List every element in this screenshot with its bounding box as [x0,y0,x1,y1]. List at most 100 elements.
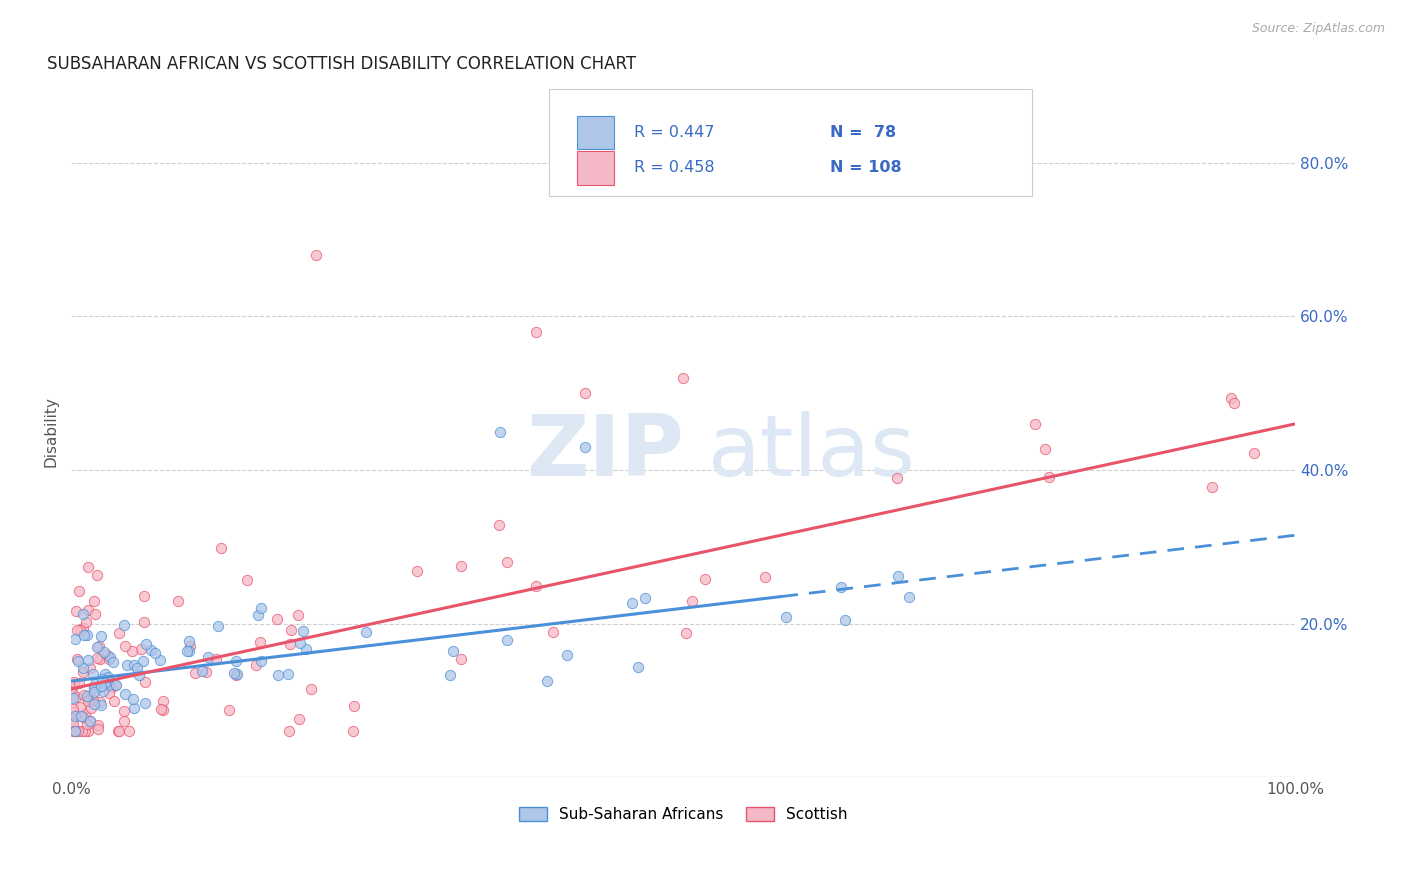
Point [166,594,188,608]
Point [67,654,90,668]
Point [97,686,120,700]
Text: atlas: atlas [707,410,915,494]
Point [63,632,86,646]
Point [195,665,218,680]
Point [127,661,149,675]
Point [225,654,247,668]
Point [176,644,198,658]
Point [67,676,90,690]
Point [496,555,519,569]
Point [887,569,910,583]
Point [70,724,93,739]
Point [132,654,155,668]
Point [280,623,302,637]
Point [77,694,100,708]
Point [100,680,122,694]
Point [86,640,108,655]
Point [73,688,96,702]
Point [98,651,121,665]
Point [524,579,547,593]
Y-axis label: Disability: Disability [44,396,58,467]
Point [93,645,115,659]
Point [574,386,596,401]
Point [83,697,105,711]
Point [754,570,776,584]
Point [65,604,87,618]
Point [72,710,94,724]
Point [97,670,120,684]
Point [83,681,105,696]
Point [91,672,114,686]
Point [82,667,104,681]
Point [299,681,322,696]
Point [82,686,104,700]
Point [65,690,87,705]
Point [139,643,162,657]
Point [76,724,98,739]
Point [191,665,214,679]
Point [134,675,156,690]
Point [439,668,461,682]
Point [775,609,797,624]
Point [77,560,100,574]
Point [288,636,311,650]
Point [70,709,93,723]
Point [107,724,129,739]
Point [76,628,98,642]
Point [86,567,108,582]
Text: SUBSAHARAN AFRICAN VS SCOTTISH DISABILITY CORRELATION CHART: SUBSAHARAN AFRICAN VS SCOTTISH DISABILIT… [46,55,636,73]
Text: R = 0.447: R = 0.447 [634,125,714,140]
Point [73,628,96,642]
Point [218,703,240,717]
Point [177,634,200,648]
Point [89,695,111,709]
Point [278,637,301,651]
Point [67,583,90,598]
FancyBboxPatch shape [548,89,1032,196]
Point [112,617,135,632]
Point [87,639,110,653]
Point [79,714,101,728]
Point [450,651,472,665]
Point [235,574,257,588]
Point [91,684,114,698]
Text: R = 0.458: R = 0.458 [634,161,716,176]
Point [249,635,271,649]
Point [108,724,131,739]
Point [87,722,110,736]
Point [90,698,112,712]
Point [266,612,288,626]
Point [73,707,96,722]
Point [621,596,644,610]
Point [897,590,920,604]
Point [129,641,152,656]
Point [63,724,86,739]
Point [128,668,150,682]
Point [830,580,852,594]
Point [94,667,117,681]
Text: ZIP: ZIP [526,410,683,494]
Text: N =  78: N = 78 [831,125,897,140]
Point [634,591,657,606]
Point [207,619,229,633]
Point [122,691,145,706]
Point [62,712,84,726]
Point [108,625,131,640]
Point [122,658,145,673]
Point [89,651,111,665]
Point [72,665,94,679]
Point [672,370,695,384]
Point [342,699,364,714]
Bar [576,152,613,185]
Point [77,653,100,667]
Point [86,650,108,665]
Point [134,589,156,603]
Point [104,678,127,692]
Point [134,696,156,710]
Bar [576,116,613,150]
Point [695,572,717,586]
Point [205,652,228,666]
Point [101,655,124,669]
Point [149,702,172,716]
Point [62,705,84,719]
